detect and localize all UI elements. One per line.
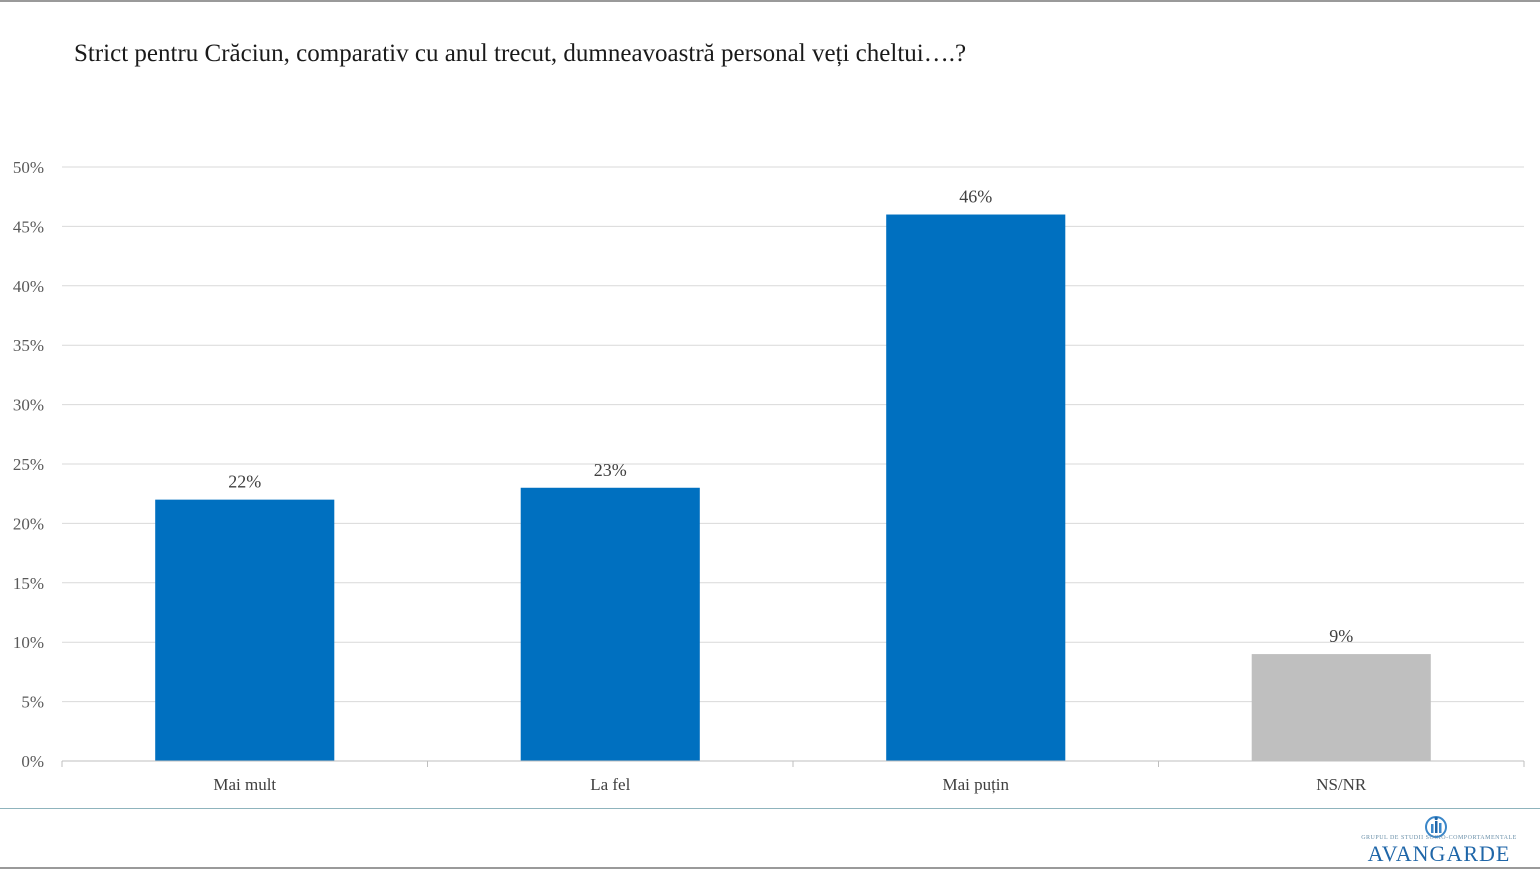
bar <box>1251 654 1431 761</box>
bar <box>155 499 335 761</box>
chart-title: Strict pentru Crăciun, comparativ cu anu… <box>74 40 967 67</box>
y-tick-label: 50% <box>13 158 44 177</box>
avangarde-logo: GRUPUL DE STUDII SOCIO-COMPORTAMENTALE A… <box>1354 814 1524 866</box>
footer-divider <box>0 808 1540 809</box>
y-tick-label: 5% <box>21 693 44 712</box>
x-tick-label: NS/NR <box>1316 775 1367 794</box>
bar <box>886 214 1066 761</box>
y-tick-label: 0% <box>21 752 44 771</box>
data-label: 46% <box>959 187 992 207</box>
bottom-border <box>0 867 1540 869</box>
x-tick-label: Mai puțin <box>942 775 1009 794</box>
y-tick-label: 35% <box>13 336 44 355</box>
logo-mark-icon <box>1425 816 1447 838</box>
bar <box>520 487 700 761</box>
y-tick-label: 40% <box>13 277 44 296</box>
y-tick-label: 25% <box>13 455 44 474</box>
x-tick-label: Mai mult <box>213 775 276 794</box>
y-tick-label: 45% <box>13 217 44 236</box>
data-label: 23% <box>594 460 627 480</box>
bars <box>155 214 1431 761</box>
data-label: 22% <box>228 472 261 492</box>
y-tick-label: 10% <box>13 633 44 652</box>
top-border <box>0 0 1540 2</box>
y-tick-label: 30% <box>13 396 44 415</box>
logo-tagline: GRUPUL DE STUDII SOCIO-COMPORTAMENTALE <box>1361 835 1517 841</box>
y-tick-label: 15% <box>13 574 44 593</box>
labels: 0% 5% 10% 15% 20% 25% 30% 35% 40% 45% 50% 22% Mai mu… <box>13 158 1367 794</box>
logo-wordmark: AVANGARDE <box>1367 841 1511 866</box>
x-axis <box>61 760 1525 767</box>
x-tick-label: La fel <box>590 775 630 794</box>
bar-chart: 0% 5% 10% 15% 20% 25% 30% 35% 40% 45% 50% 22% Mai mu… <box>13 158 1525 794</box>
data-label: 9% <box>1329 626 1353 646</box>
y-tick-label: 20% <box>13 514 44 533</box>
